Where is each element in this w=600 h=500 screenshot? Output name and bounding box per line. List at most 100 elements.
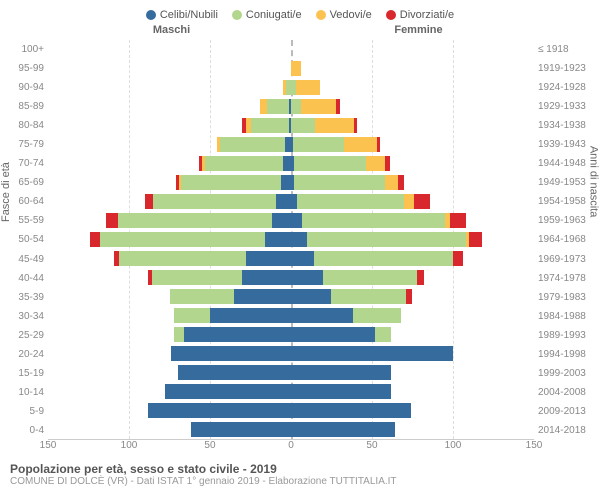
- bar-segment: [296, 80, 320, 95]
- bar-segment: [153, 194, 276, 209]
- male-bar: [48, 99, 291, 114]
- bar-row: [48, 135, 534, 154]
- female-bar: [291, 194, 534, 209]
- bar-segment: [165, 384, 291, 399]
- x-tick: 50: [366, 440, 377, 451]
- male-bar: [48, 175, 291, 190]
- bar-segment: [404, 194, 414, 209]
- female-bar: [291, 99, 534, 114]
- bar-segment: [302, 213, 445, 228]
- column-headers: Maschi Femmine: [8, 24, 592, 40]
- y-tick-age: 70-74: [8, 154, 48, 173]
- bar-segment: [294, 175, 385, 190]
- female-bar: [291, 80, 534, 95]
- y-axis-label-right: Anni di nascita: [588, 146, 600, 218]
- y-tick-age: 15-19: [8, 364, 48, 383]
- bar-segment: [291, 99, 301, 114]
- y-tick-birth: 1984-1988: [534, 307, 592, 326]
- y-tick-age: 100+: [8, 40, 48, 59]
- bar-row: [48, 230, 534, 249]
- y-tick-birth: 1919-1923: [534, 59, 592, 78]
- male-bar: [48, 327, 291, 342]
- x-tick: 50: [204, 440, 215, 451]
- bar-row: [48, 268, 534, 287]
- female-bar: [291, 346, 534, 361]
- bar-segment: [291, 403, 411, 418]
- bar-segment: [265, 232, 291, 247]
- y-tick-birth: 1974-1978: [534, 269, 592, 288]
- bar-segment: [283, 156, 291, 171]
- bar-row: [48, 401, 534, 420]
- male-bar: [48, 270, 291, 285]
- bar-segment: [344, 137, 376, 152]
- y-tick-birth: 2009-2013: [534, 402, 592, 421]
- y-tick-birth: 1994-1998: [534, 345, 592, 364]
- bar-segment: [375, 327, 391, 342]
- x-tick: 150: [526, 440, 543, 451]
- plot-area: Fasce di età Anni di nascita 100+95-9990…: [8, 40, 592, 440]
- male-bar: [48, 156, 291, 171]
- y-tick-age: 65-69: [8, 173, 48, 192]
- female-bar: [291, 137, 534, 152]
- male-bar: [48, 251, 291, 266]
- bar-row: [48, 116, 534, 135]
- bar-segment: [385, 175, 398, 190]
- female-bar: [291, 327, 534, 342]
- male-bar: [48, 61, 291, 76]
- y-tick-birth: 1999-2003: [534, 364, 592, 383]
- bar-segment: [181, 175, 281, 190]
- y-tick-age: 60-64: [8, 192, 48, 211]
- y-tick-age: 40-44: [8, 269, 48, 288]
- y-axis-right: ≤ 19181919-19231924-19281929-19331934-19…: [534, 40, 592, 440]
- x-tick: 150: [40, 440, 57, 451]
- y-tick-age: 5-9: [8, 402, 48, 421]
- x-tick: 100: [445, 440, 462, 451]
- y-axis-left: 100+95-9990-9485-8980-8475-7970-7465-696…: [8, 40, 48, 440]
- bar-segment: [291, 422, 395, 437]
- bar-segment: [353, 308, 402, 323]
- y-tick-birth: 1969-1973: [534, 250, 592, 269]
- y-tick-age: 95-99: [8, 59, 48, 78]
- bar-segment: [178, 365, 291, 380]
- bar-segment: [469, 232, 482, 247]
- bar-row: [48, 249, 534, 268]
- female-bar: [291, 270, 534, 285]
- y-tick-age: 30-34: [8, 307, 48, 326]
- male-bar: [48, 308, 291, 323]
- y-tick-age: 75-79: [8, 135, 48, 154]
- female-bar: [291, 308, 534, 323]
- male-bar: [48, 194, 291, 209]
- legend-item: Celibi/Nubili: [146, 9, 218, 21]
- header-female: Femmine: [295, 24, 592, 40]
- y-tick-birth: 1929-1933: [534, 97, 592, 116]
- bar-segment: [291, 346, 453, 361]
- legend-item: Coniugati/e: [232, 9, 302, 21]
- bar-segment: [205, 156, 283, 171]
- y-tick-age: 25-29: [8, 326, 48, 345]
- male-bar: [48, 289, 291, 304]
- y-tick-birth: 1949-1953: [534, 173, 592, 192]
- female-bar: [291, 232, 534, 247]
- bar-segment: [242, 270, 291, 285]
- bar-segment: [291, 308, 353, 323]
- y-tick-birth: 1964-1968: [534, 230, 592, 249]
- bar-segment: [148, 403, 291, 418]
- bar-row: [48, 325, 534, 344]
- legend-dot: [232, 10, 242, 20]
- y-tick-age: 80-84: [8, 116, 48, 135]
- bar-segment: [354, 118, 357, 133]
- bar-segment: [152, 270, 243, 285]
- male-bar: [48, 346, 291, 361]
- y-tick-age: 45-49: [8, 250, 48, 269]
- bar-segment: [174, 327, 184, 342]
- header-male: Maschi: [8, 24, 295, 40]
- bar-segment: [294, 156, 365, 171]
- bar-row: [48, 40, 534, 59]
- bar-row: [48, 97, 534, 116]
- bar-segment: [184, 327, 291, 342]
- bar-segment: [414, 194, 430, 209]
- y-tick-birth: 1924-1928: [534, 78, 592, 97]
- bar-row: [48, 154, 534, 173]
- y-tick-birth: 1944-1948: [534, 154, 592, 173]
- bar-segment: [293, 137, 345, 152]
